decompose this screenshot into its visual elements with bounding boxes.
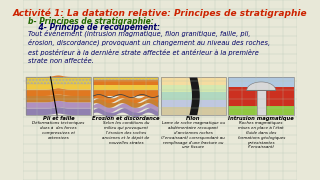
Bar [161,77,226,115]
Text: Roches magmatiques
mises en place à l'état
fluide dans des
formations géologique: Roches magmatiques mises en place à l'ét… [237,121,285,150]
Text: Intrusion magmatique: Intrusion magmatique [228,116,294,121]
Text: Déformations tectoniques
dues à  des forces
compressives et
extensives: Déformations tectoniques dues à des forc… [32,121,84,140]
Text: Filon: Filon [186,116,201,121]
Polygon shape [93,103,158,113]
Polygon shape [93,108,158,117]
Text: Erosion et discordance: Erosion et discordance [92,116,160,121]
Text: Tout événement (intrusion magmatique, filon granitique, faille, pli,
érosion, di: Tout événement (intrusion magmatique, fi… [28,29,270,64]
Polygon shape [26,94,91,102]
Bar [93,77,158,115]
Polygon shape [189,77,200,115]
Polygon shape [26,77,91,84]
Text: b- Principes de stratigraphie:: b- Principes de stratigraphie: [28,17,153,26]
Text: 4- Principe de recoupement:: 4- Principe de recoupement: [28,23,160,32]
Polygon shape [93,98,158,108]
Polygon shape [26,75,91,83]
Polygon shape [247,82,276,90]
Polygon shape [26,88,91,96]
Text: Pli et faille: Pli et faille [43,116,74,121]
Polygon shape [93,77,158,80]
Bar [228,77,294,115]
Text: Lame de roche magmatique ou
abdémentaire recoupant
d'anciennes roches
(l'encaiss: Lame de roche magmatique ou abdémentaire… [162,121,225,150]
Polygon shape [93,94,158,103]
Polygon shape [26,107,91,115]
Polygon shape [26,82,91,90]
Text: Activité 1: La datation relative: Principes de stratigraphie: Activité 1: La datation relative: Princi… [13,8,307,17]
Text: Selon les conditions du
milieu qui provoquent
l'érosion des roches
ancienes et l: Selon les conditions du milieu qui provo… [102,121,149,145]
Bar [26,77,91,115]
Polygon shape [26,101,91,109]
